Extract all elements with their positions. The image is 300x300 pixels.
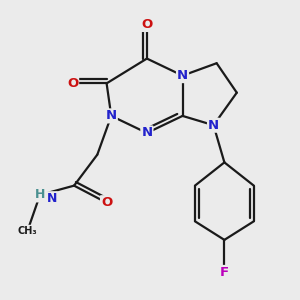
Text: N: N [46, 192, 57, 205]
Text: F: F [220, 266, 229, 279]
Text: CH₃: CH₃ [18, 226, 38, 236]
Text: O: O [67, 77, 78, 90]
Text: H: H [35, 188, 45, 201]
Text: O: O [101, 196, 112, 209]
Text: N: N [141, 127, 152, 140]
Text: N: N [106, 110, 117, 122]
Text: N: N [208, 119, 219, 132]
Text: N: N [177, 69, 188, 82]
Text: O: O [141, 18, 152, 31]
